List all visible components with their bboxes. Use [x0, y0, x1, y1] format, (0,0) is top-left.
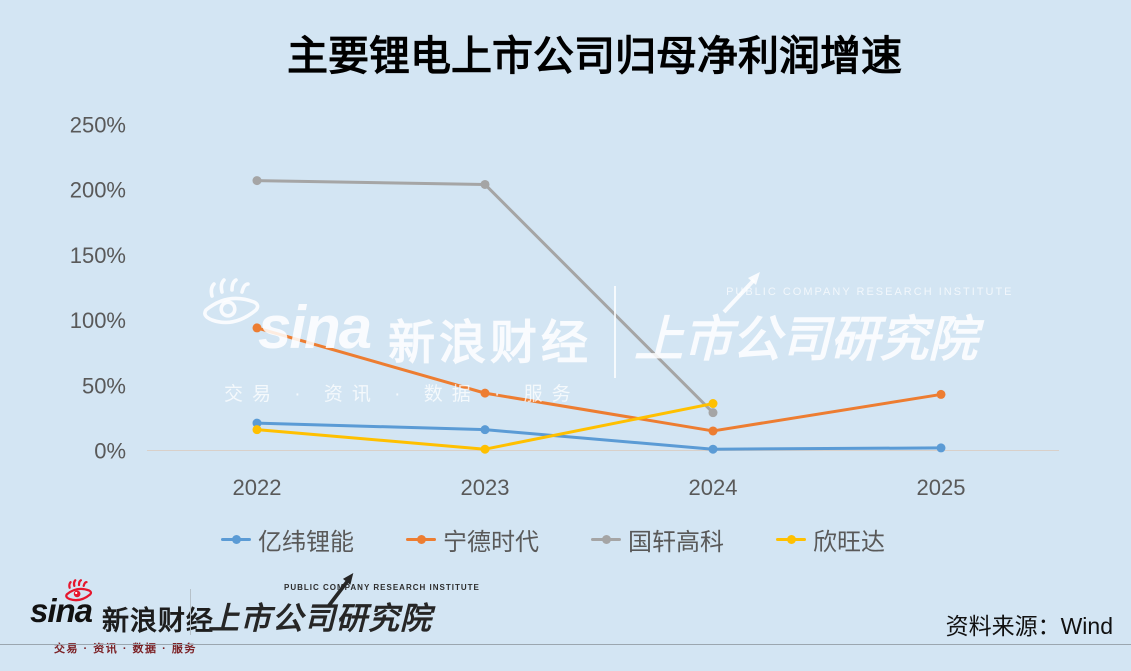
footer-institute-logo: PUBLIC COMPANY RESEARCH INSTITUTE 上市公司研究…: [208, 573, 480, 638]
y-axis-tick-label: 100%: [70, 308, 126, 333]
footer-sina-tagline: 交易 · 资讯 · 数据 · 服务: [54, 643, 197, 655]
data-point-宁德时代: [936, 389, 946, 399]
data-point-欣旺达: [480, 444, 490, 454]
y-axis-tick-label: 0%: [94, 439, 126, 464]
data-point-欣旺达: [708, 399, 718, 409]
legend-marker-icon: [776, 535, 806, 544]
data-point-宁德时代: [252, 323, 262, 333]
legend-label: 国轩高科: [628, 529, 724, 556]
x-axis-tick-label: 2024: [689, 475, 738, 500]
series-line-亿纬锂能: [255, 421, 943, 451]
chart-title: 主要锂电上市公司归母净利润增速: [287, 33, 902, 79]
data-point-亿纬锂能: [480, 425, 490, 435]
footer: sina 新浪财经 交易 · 资讯 · 数据 · 服务 PUBLIC COMPA…: [0, 573, 1131, 655]
legend-marker-icon: [221, 535, 251, 544]
series-line-国轩高科: [255, 179, 715, 415]
y-axis-tick-label: 50%: [82, 373, 126, 398]
data-point-亿纬锂能: [708, 444, 718, 454]
data-point-亿纬锂能: [936, 443, 946, 453]
data-point-国轩高科: [708, 408, 718, 418]
footer-institute-en: PUBLIC COMPANY RESEARCH INSTITUTE: [284, 583, 480, 592]
legend-label: 欣旺达: [813, 529, 885, 556]
legend-item-国轩高科: 国轩高科: [591, 522, 724, 557]
legend-item-亿纬锂能: 亿纬锂能: [221, 522, 354, 557]
footer-institute-cn: 上市公司研究院: [208, 601, 432, 636]
footer-logo-divider: [190, 589, 191, 635]
up-arrow-icon: [327, 573, 354, 607]
data-point-国轩高科: [480, 179, 490, 189]
y-axis-tick-label: 250%: [70, 113, 126, 138]
legend-label: 宁德时代: [443, 529, 539, 556]
legend-marker-icon: [406, 535, 436, 544]
footer-sina-brand: 新浪财经: [102, 606, 215, 636]
line-chart: 0% 50% 100% 150% 200% 250% 2022 2023 2024 2025: [70, 113, 1059, 500]
chart-legend: 亿纬锂能 宁德时代 国轩高科 欣旺达: [221, 522, 885, 557]
data-point-宁德时代: [480, 388, 490, 398]
data-point-国轩高科: [252, 176, 262, 186]
series-line-宁德时代: [255, 326, 943, 433]
data-point-宁德时代: [708, 426, 718, 436]
legend-label: 亿纬锂能: [258, 529, 354, 556]
legend-marker-icon: [591, 535, 621, 544]
x-axis-tick-label: 2022: [233, 475, 282, 500]
x-axis-tick-label: 2025: [917, 475, 966, 500]
data-source-label: 资料来源：Wind: [945, 613, 1113, 639]
legend-item-宁德时代: 宁德时代: [406, 522, 539, 557]
sina-eye-icon: [65, 579, 93, 602]
x-axis-tick-label: 2023: [461, 475, 510, 500]
data-point-欣旺达: [252, 425, 262, 435]
y-axis-tick-label: 200%: [70, 178, 126, 203]
data-point-亿纬锂能: [252, 418, 262, 428]
y-axis-tick-label: 150%: [70, 243, 126, 268]
footer-rule: [0, 644, 1131, 645]
legend-item-欣旺达: 欣旺达: [776, 522, 885, 557]
footer-sina-logo: sina 新浪财经 交易 · 资讯 · 数据 · 服务: [30, 579, 215, 656]
